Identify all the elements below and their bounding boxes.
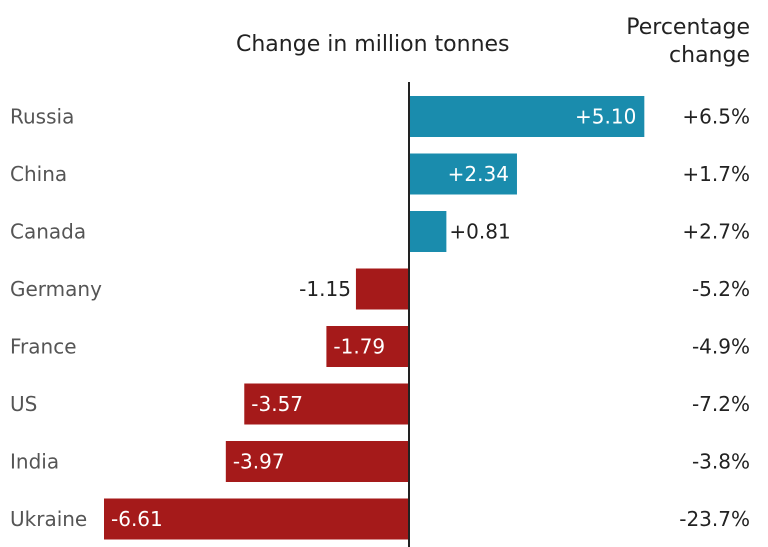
bar-india bbox=[225, 441, 409, 482]
value-label-germany: -1.15 bbox=[299, 277, 351, 301]
value-label-india: -3.97 bbox=[233, 450, 285, 474]
value-label-china: +2.34 bbox=[448, 162, 509, 186]
bar-canada bbox=[409, 211, 447, 252]
bar-china bbox=[409, 153, 517, 195]
category-label-us: US bbox=[10, 392, 37, 416]
percentage-label-canada: +2.7% bbox=[682, 220, 750, 244]
bar-us bbox=[244, 383, 409, 425]
bar-russia bbox=[409, 96, 645, 137]
percentage-label-germany: -5.2% bbox=[692, 277, 750, 301]
category-label-india: India bbox=[10, 450, 59, 474]
value-label-canada: +0.81 bbox=[449, 220, 510, 244]
percentage-column-title: Percentage change bbox=[590, 14, 750, 70]
percentage-label-france: -4.9% bbox=[692, 335, 750, 359]
category-label-china: China bbox=[10, 162, 67, 186]
value-axis-title: Change in million tonnes bbox=[236, 32, 510, 57]
percentage-title-line1: Percentage bbox=[626, 15, 750, 40]
value-label-france: -1.79 bbox=[333, 335, 385, 359]
bars-group bbox=[104, 96, 645, 540]
category-label-canada: Canada bbox=[10, 220, 86, 244]
bar-france bbox=[326, 326, 409, 367]
category-label-ukraine: Ukraine bbox=[10, 507, 87, 531]
percentage-label-us: -7.2% bbox=[692, 392, 750, 416]
labels-group: Russia +5.10 +6.5% China +2.34 +1.7% Canada +0.… bbox=[10, 105, 750, 532]
percentage-title-line2: change bbox=[669, 43, 750, 68]
percentage-label-russia: +6.5% bbox=[682, 105, 750, 129]
percentage-label-india: -3.8% bbox=[692, 450, 750, 474]
value-label-us: -3.57 bbox=[251, 392, 303, 416]
percentage-label-china: +1.7% bbox=[682, 162, 750, 186]
category-label-france: France bbox=[10, 335, 77, 359]
category-label-germany: Germany bbox=[10, 277, 102, 301]
value-label-ukraine: -6.61 bbox=[111, 507, 163, 531]
bar-germany bbox=[355, 268, 409, 310]
value-label-russia: +5.10 bbox=[575, 105, 636, 129]
category-label-russia: Russia bbox=[10, 105, 74, 129]
percentage-label-ukraine: -23.7% bbox=[679, 507, 750, 531]
bar-ukraine bbox=[104, 498, 409, 540]
